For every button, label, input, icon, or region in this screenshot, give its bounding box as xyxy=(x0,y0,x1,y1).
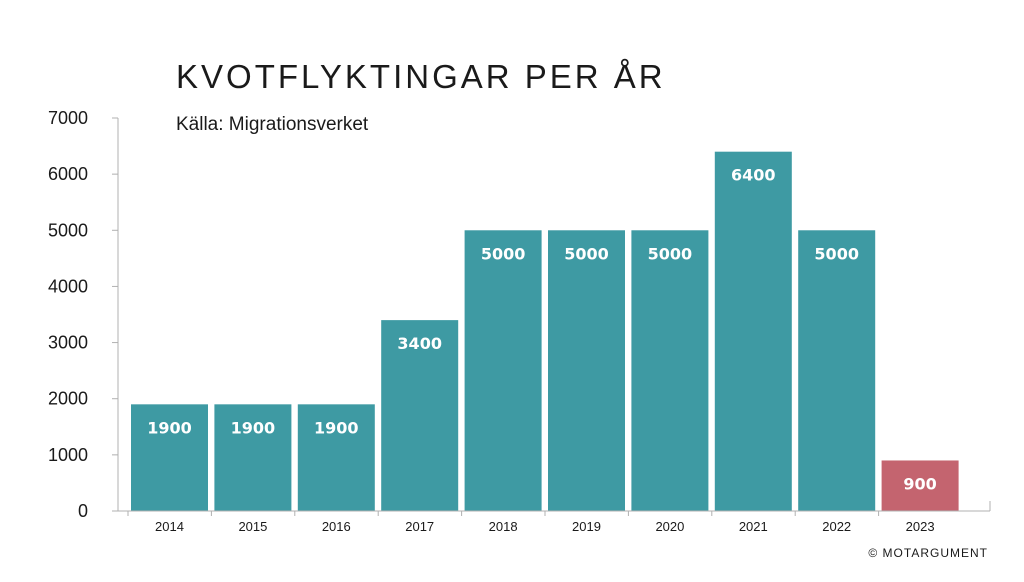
bar xyxy=(131,404,208,511)
bar xyxy=(798,230,876,512)
chart-subtitle: Källa: Migrationsverket xyxy=(176,114,369,135)
y-tick-label: 3000 xyxy=(48,333,88,353)
bar xyxy=(631,230,709,512)
bar xyxy=(714,151,792,511)
x-tick-label: 2017 xyxy=(405,519,434,534)
y-axis: 0 1000 2000 3000 4000 5000 6000 7000 xyxy=(48,108,119,521)
y-tick-label: 4000 xyxy=(48,276,88,296)
x-tick-label: 2018 xyxy=(489,519,518,534)
bar xyxy=(464,230,542,512)
bar-value-label: 900 xyxy=(903,474,936,493)
bar-value-label: 1900 xyxy=(314,418,359,437)
chart-title: KVOTFLYKTINGAR PER ÅR xyxy=(176,58,666,95)
bar-value-label: 6400 xyxy=(731,166,776,185)
bars xyxy=(131,151,959,512)
y-tick-label: 6000 xyxy=(48,164,88,184)
x-tick-label: 2020 xyxy=(655,519,684,534)
x-tick-label: 2022 xyxy=(822,519,851,534)
x-tick-label: 2021 xyxy=(739,519,768,534)
bar xyxy=(381,320,459,511)
x-tick-label: 2014 xyxy=(155,519,184,534)
bar xyxy=(214,404,292,511)
x-tick-label: 2023 xyxy=(906,519,935,534)
y-tick-label: 1000 xyxy=(48,445,88,465)
y-tick-label: 5000 xyxy=(48,220,88,240)
bar-value-label: 5000 xyxy=(481,244,526,263)
bar-value-label: 3400 xyxy=(397,334,442,353)
bar-value-label: 5000 xyxy=(564,244,609,263)
x-tick-label: 2016 xyxy=(322,519,351,534)
x-tick-label: 2015 xyxy=(238,519,267,534)
bar xyxy=(297,404,375,511)
copyright-text: © MOTARGUMENT xyxy=(868,546,988,560)
y-tick-label: 0 xyxy=(78,501,88,521)
bar-value-label: 1900 xyxy=(231,418,276,437)
bar xyxy=(881,460,959,511)
y-tick-label: 2000 xyxy=(48,389,88,409)
bar-value-label: 5000 xyxy=(814,244,859,263)
y-tick-label: 7000 xyxy=(48,108,88,128)
x-tick-label: 2019 xyxy=(572,519,601,534)
bar xyxy=(548,230,625,512)
bar-value-label: 5000 xyxy=(648,244,693,263)
bar-value-label: 1900 xyxy=(147,418,192,437)
x-axis: 2014 2015 2016 2017 2018 2019 2020 2021 2022 2023 xyxy=(118,501,991,534)
data-labels: 1900 1900 1900 3400 5000 5000 5000 6400 5000 900 xyxy=(147,166,937,494)
